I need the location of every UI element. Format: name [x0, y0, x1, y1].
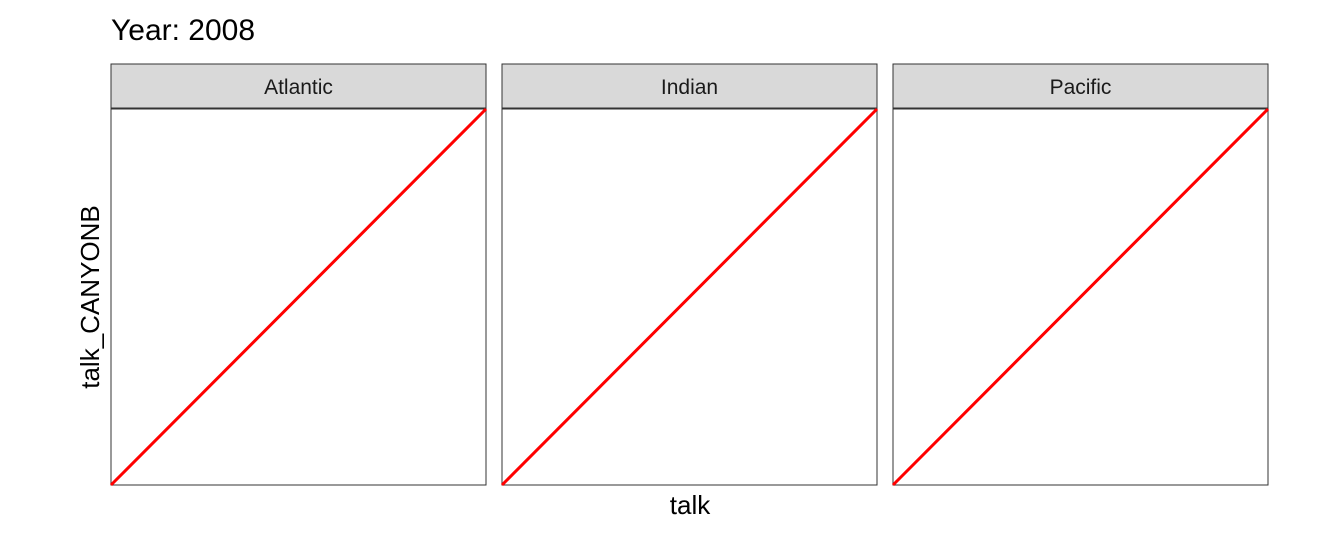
series-line-indian — [500, 107, 879, 487]
facet-strip-label-indian: Indian — [661, 76, 718, 99]
facet-panels: Atlantic Indian Pacific — [109, 63, 1270, 487]
series-line-pacific — [891, 107, 1270, 487]
facet-strip-label-atlantic: Atlantic — [264, 76, 333, 99]
chart-title: Year: 2008 — [111, 14, 255, 47]
series-line-atlantic — [109, 107, 488, 487]
x-axis-label: talk — [670, 490, 711, 520]
facet-strip-atlantic — [110, 63, 487, 109]
y-axis-label: talk_CANYONB — [75, 205, 105, 389]
facet-strip-pacific — [892, 63, 1269, 109]
facet-strip-label-pacific: Pacific — [1050, 76, 1112, 99]
facet-strip-indian — [501, 63, 878, 109]
